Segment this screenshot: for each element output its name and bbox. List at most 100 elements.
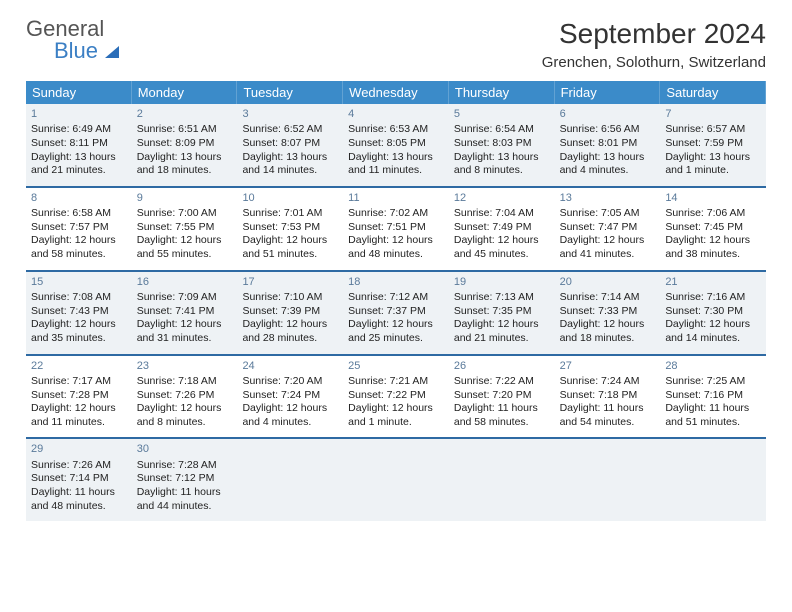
day-number: 18	[348, 275, 443, 289]
day-number: 29	[31, 442, 126, 456]
day-info-line: Sunset: 7:53 PM	[242, 221, 337, 235]
day-info-line: and 8 minutes.	[137, 416, 232, 430]
day-cell: 16Sunrise: 7:09 AMSunset: 7:41 PMDayligh…	[132, 272, 238, 354]
day-number: 3	[242, 107, 337, 121]
day-info-line: Sunrise: 7:00 AM	[137, 207, 232, 221]
day-info-line: Daylight: 12 hours	[31, 402, 126, 416]
day-info-line: Sunrise: 7:22 AM	[454, 375, 549, 389]
day-cell: 27Sunrise: 7:24 AMSunset: 7:18 PMDayligh…	[555, 356, 661, 438]
day-header: Saturday	[660, 81, 766, 104]
day-cell: 29Sunrise: 7:26 AMSunset: 7:14 PMDayligh…	[26, 439, 132, 521]
location-text: Grenchen, Solothurn, Switzerland	[542, 54, 766, 71]
day-info-line: and 21 minutes.	[31, 164, 126, 178]
day-info-line: Daylight: 11 hours	[137, 486, 232, 500]
day-cell: 28Sunrise: 7:25 AMSunset: 7:16 PMDayligh…	[660, 356, 766, 438]
day-info-line: Daylight: 12 hours	[454, 234, 549, 248]
day-info-line: and 44 minutes.	[137, 500, 232, 514]
day-info-line: and 11 minutes.	[348, 164, 443, 178]
day-info-line: and 51 minutes.	[665, 416, 760, 430]
day-info-line: Daylight: 12 hours	[242, 318, 337, 332]
day-info-line: Sunrise: 6:54 AM	[454, 123, 549, 137]
day-info-line: Daylight: 13 hours	[242, 151, 337, 165]
day-info-line: and 4 minutes.	[242, 416, 337, 430]
day-info-line: and 48 minutes.	[31, 500, 126, 514]
day-number: 16	[137, 275, 232, 289]
day-cell: 6Sunrise: 6:56 AMSunset: 8:01 PMDaylight…	[555, 104, 661, 186]
day-cell: 17 Sunrise: 7:10 AMSunset: 7:39 PMDayligh…	[237, 272, 343, 354]
day-cell: 12Sunrise: 7:04 AMSunset: 7:49 PMDayligh…	[449, 188, 555, 270]
day-info-line: Sunrise: 7:09 AM	[137, 291, 232, 305]
day-number: 19	[454, 275, 549, 289]
day-number: 2	[137, 107, 232, 121]
day-info-line: and 58 minutes.	[454, 416, 549, 430]
day-cell-empty	[343, 439, 449, 521]
day-info-line: Sunset: 7:24 PM	[242, 389, 337, 403]
day-number: 17	[242, 275, 337, 289]
day-cell: 26Sunrise: 7:22 AMSunset: 7:20 PMDayligh…	[449, 356, 555, 438]
day-info-line: Sunset: 7:49 PM	[454, 221, 549, 235]
day-info-line: and 18 minutes.	[137, 164, 232, 178]
day-info-line: Sunrise: 7:10 AM	[242, 291, 337, 305]
day-cell-empty	[449, 439, 555, 521]
day-cell: 20Sunrise: 7:14 AMSunset: 7:33 PMDayligh…	[555, 272, 661, 354]
day-info-line: Sunrise: 7:04 AM	[454, 207, 549, 221]
day-info-line: Daylight: 12 hours	[242, 234, 337, 248]
day-info-line: Sunset: 7:12 PM	[137, 472, 232, 486]
day-info-line: Sunrise: 6:53 AM	[348, 123, 443, 137]
day-number: 11	[348, 191, 443, 205]
day-info-line: Sunrise: 7:06 AM	[665, 207, 760, 221]
day-header: Sunday	[26, 81, 132, 104]
day-info-line: Daylight: 12 hours	[137, 234, 232, 248]
day-cell: 25Sunrise: 7:21 AMSunset: 7:22 PMDayligh…	[343, 356, 449, 438]
day-info-line: Daylight: 11 hours	[560, 402, 655, 416]
day-info-line: Sunrise: 7:26 AM	[31, 459, 126, 473]
day-info-line: and 21 minutes.	[454, 332, 549, 346]
day-cell: 13Sunrise: 7:05 AMSunset: 7:47 PMDayligh…	[555, 188, 661, 270]
day-header: Tuesday	[237, 81, 343, 104]
logo-triangle-icon	[105, 46, 119, 58]
day-cell: 10Sunrise: 7:01 AMSunset: 7:53 PMDayligh…	[237, 188, 343, 270]
day-number: 14	[665, 191, 760, 205]
day-info-line: Daylight: 11 hours	[665, 402, 760, 416]
day-info-line: Daylight: 12 hours	[348, 318, 443, 332]
day-info-line: Sunrise: 6:49 AM	[31, 123, 126, 137]
day-info-line: and 14 minutes.	[665, 332, 760, 346]
day-info-line: Daylight: 13 hours	[560, 151, 655, 165]
day-info-line: Sunrise: 7:21 AM	[348, 375, 443, 389]
day-info-line: and 14 minutes.	[242, 164, 337, 178]
day-number: 8	[31, 191, 126, 205]
day-cell: 8Sunrise: 6:58 AMSunset: 7:57 PMDaylight…	[26, 188, 132, 270]
day-cell: 23Sunrise: 7:18 AMSunset: 7:26 PMDayligh…	[132, 356, 238, 438]
day-cell: 18Sunrise: 7:12 AMSunset: 7:37 PMDayligh…	[343, 272, 449, 354]
day-info-line: Daylight: 12 hours	[348, 234, 443, 248]
day-header: Wednesday	[343, 81, 449, 104]
day-info-line: Daylight: 13 hours	[137, 151, 232, 165]
day-info-line: Sunrise: 7:28 AM	[137, 459, 232, 473]
day-info-line: and 45 minutes.	[454, 248, 549, 262]
day-number: 13	[560, 191, 655, 205]
day-info-line: Sunset: 7:39 PM	[242, 305, 337, 319]
day-info-line: Sunset: 7:57 PM	[31, 221, 126, 235]
day-info-line: Daylight: 13 hours	[665, 151, 760, 165]
day-number: 5	[454, 107, 549, 121]
day-info-line: Daylight: 12 hours	[137, 402, 232, 416]
day-info-line: Daylight: 11 hours	[31, 486, 126, 500]
day-info-line: and 28 minutes.	[242, 332, 337, 346]
day-number: 21	[665, 275, 760, 289]
day-number: 30	[137, 442, 232, 456]
day-info-line: Daylight: 13 hours	[348, 151, 443, 165]
day-info-line: Sunset: 8:07 PM	[242, 137, 337, 151]
day-info-line: Sunset: 7:51 PM	[348, 221, 443, 235]
day-info-line: and 54 minutes.	[560, 416, 655, 430]
day-info-line: Daylight: 12 hours	[348, 402, 443, 416]
day-number: 20	[560, 275, 655, 289]
day-cell: 7Sunrise: 6:57 AMSunset: 7:59 PMDaylight…	[660, 104, 766, 186]
day-info-line: Sunrise: 7:24 AM	[560, 375, 655, 389]
day-info-line: Sunrise: 7:01 AM	[242, 207, 337, 221]
day-info-line: Sunrise: 7:17 AM	[31, 375, 126, 389]
day-info-line: Sunset: 8:03 PM	[454, 137, 549, 151]
logo: General Blue	[26, 18, 119, 62]
day-cell: 30 Sunrise: 7:28 AMSunset: 7:12 PMDayligh…	[132, 439, 238, 521]
day-info-line: and 31 minutes.	[137, 332, 232, 346]
day-info-line: Daylight: 12 hours	[560, 318, 655, 332]
